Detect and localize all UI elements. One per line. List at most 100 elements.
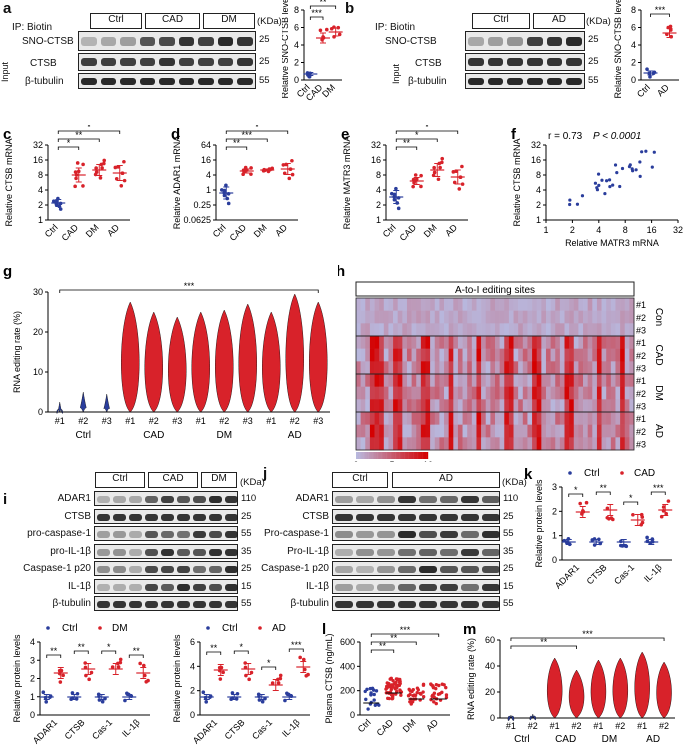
heatmap-cell <box>388 399 394 413</box>
panel-label: e <box>341 126 349 143</box>
heatmap-cell <box>448 424 454 438</box>
scale-step <box>411 452 414 459</box>
data-point <box>451 170 456 174</box>
sig-bracket <box>225 146 248 150</box>
heatmap-cell <box>527 424 533 438</box>
group-ctrl: Ctrl <box>95 472 145 488</box>
blot-tubulin <box>465 73 585 89</box>
heatmap-cell <box>457 348 463 362</box>
data-point <box>394 677 399 681</box>
heatmap-cell <box>453 361 459 375</box>
data-point <box>98 176 103 180</box>
heatmap-cell <box>476 437 482 451</box>
sig-bracket <box>101 650 117 654</box>
heatmap-cell <box>504 424 510 438</box>
data-point <box>324 27 329 32</box>
blot-band <box>159 58 175 66</box>
data-point <box>580 194 585 198</box>
y-axis-label: RNA editing rate (%) <box>12 311 22 393</box>
heatmap-cell <box>620 310 626 324</box>
heatmap-cell <box>471 374 477 387</box>
data-point <box>102 158 107 163</box>
blot-band <box>128 583 142 591</box>
blot-band <box>418 496 437 503</box>
x-tick-label: CAD <box>375 717 396 738</box>
heatmap-cell <box>388 412 394 425</box>
heatmap-cell <box>448 348 454 362</box>
heatmap-cell <box>583 336 588 349</box>
panel-j: j Ctrl AD (KDa) ADAR1 110 CTSB 25 Pro-caspas… <box>261 465 527 615</box>
heatmap-cell <box>425 336 431 349</box>
chart-sno-ctsb-b: 0 2 4 6 8 Ctrl AD Relative SNO-CTSB levels *** <box>613 0 679 99</box>
chart-k: k Ctrl CAD 0 1 2 3 Relative protein levels * ADAR… <box>524 466 673 591</box>
blot-band <box>334 496 353 503</box>
heatmap-cell <box>439 374 445 387</box>
heatmap-cell <box>527 323 533 337</box>
heatmap-cell <box>583 298 588 311</box>
panel-label: d <box>171 126 180 143</box>
heatmap-cell <box>615 298 621 311</box>
data-point <box>442 683 446 687</box>
heatmap-cell <box>615 374 621 387</box>
heatmap-cell <box>532 361 537 375</box>
data-point <box>639 522 644 527</box>
blot-band <box>376 513 395 521</box>
heatmap-cell <box>555 361 561 375</box>
heatmap-cell <box>444 298 449 311</box>
heatmap-cell <box>365 310 371 324</box>
x-tick-label: DM <box>422 222 439 239</box>
heatmap-cell <box>592 424 598 438</box>
heatmap-cell <box>402 412 408 425</box>
x-tick-label: 2 <box>570 225 575 235</box>
data-point <box>666 499 671 503</box>
heatmap-cell <box>518 374 524 387</box>
blot-band <box>192 583 206 591</box>
heatmap-cell <box>573 437 579 451</box>
x-tick-label: #2 <box>659 721 669 731</box>
x-tick-label: Cas-1 <box>612 562 636 586</box>
heatmap-cell <box>430 361 436 375</box>
data-point <box>578 501 582 506</box>
x-tick-label: #1 <box>55 416 65 426</box>
heatmap-cell <box>397 336 403 349</box>
heatmap-cell <box>536 424 542 438</box>
heatmap-cell <box>518 323 524 337</box>
blot-band <box>237 77 253 85</box>
sig-label: * <box>107 642 111 652</box>
heatmap-cell <box>555 298 561 311</box>
heatmap-cell <box>374 323 380 337</box>
heatmap-cell <box>578 399 584 413</box>
heatmap-cell <box>606 336 612 349</box>
blot-sno-ctsb <box>465 31 585 51</box>
blot-band <box>439 583 458 591</box>
y-tick-label: 32 <box>531 140 541 150</box>
heatmap-cell <box>471 298 477 311</box>
blot-band <box>460 531 479 538</box>
scale-step <box>410 452 412 459</box>
scale-step <box>379 452 382 459</box>
heatmap-cell <box>499 412 505 425</box>
data-point <box>337 32 342 37</box>
blot-band <box>128 566 142 573</box>
heatmap-cell <box>425 424 431 438</box>
heatmap-cell <box>448 412 454 425</box>
heatmap-cell <box>545 348 551 362</box>
blot-band <box>418 513 437 521</box>
heatmap-cell <box>495 399 500 413</box>
heatmap-cell <box>444 437 449 451</box>
blot-band <box>527 36 543 46</box>
heatmap-cell <box>495 374 500 387</box>
heatmap-cell <box>374 399 380 413</box>
data-point <box>398 681 402 686</box>
input-label: Input <box>391 63 401 84</box>
x-tick-label: #1 <box>196 416 206 426</box>
data-point <box>432 165 436 170</box>
sig-bracket <box>59 289 319 293</box>
heatmap-cell <box>527 399 533 413</box>
blot-band <box>128 548 142 556</box>
scale-step <box>377 452 380 459</box>
heatmap-cell <box>490 298 496 311</box>
blot-band <box>481 548 500 556</box>
x-tick-label: ADAR1 <box>31 717 59 745</box>
